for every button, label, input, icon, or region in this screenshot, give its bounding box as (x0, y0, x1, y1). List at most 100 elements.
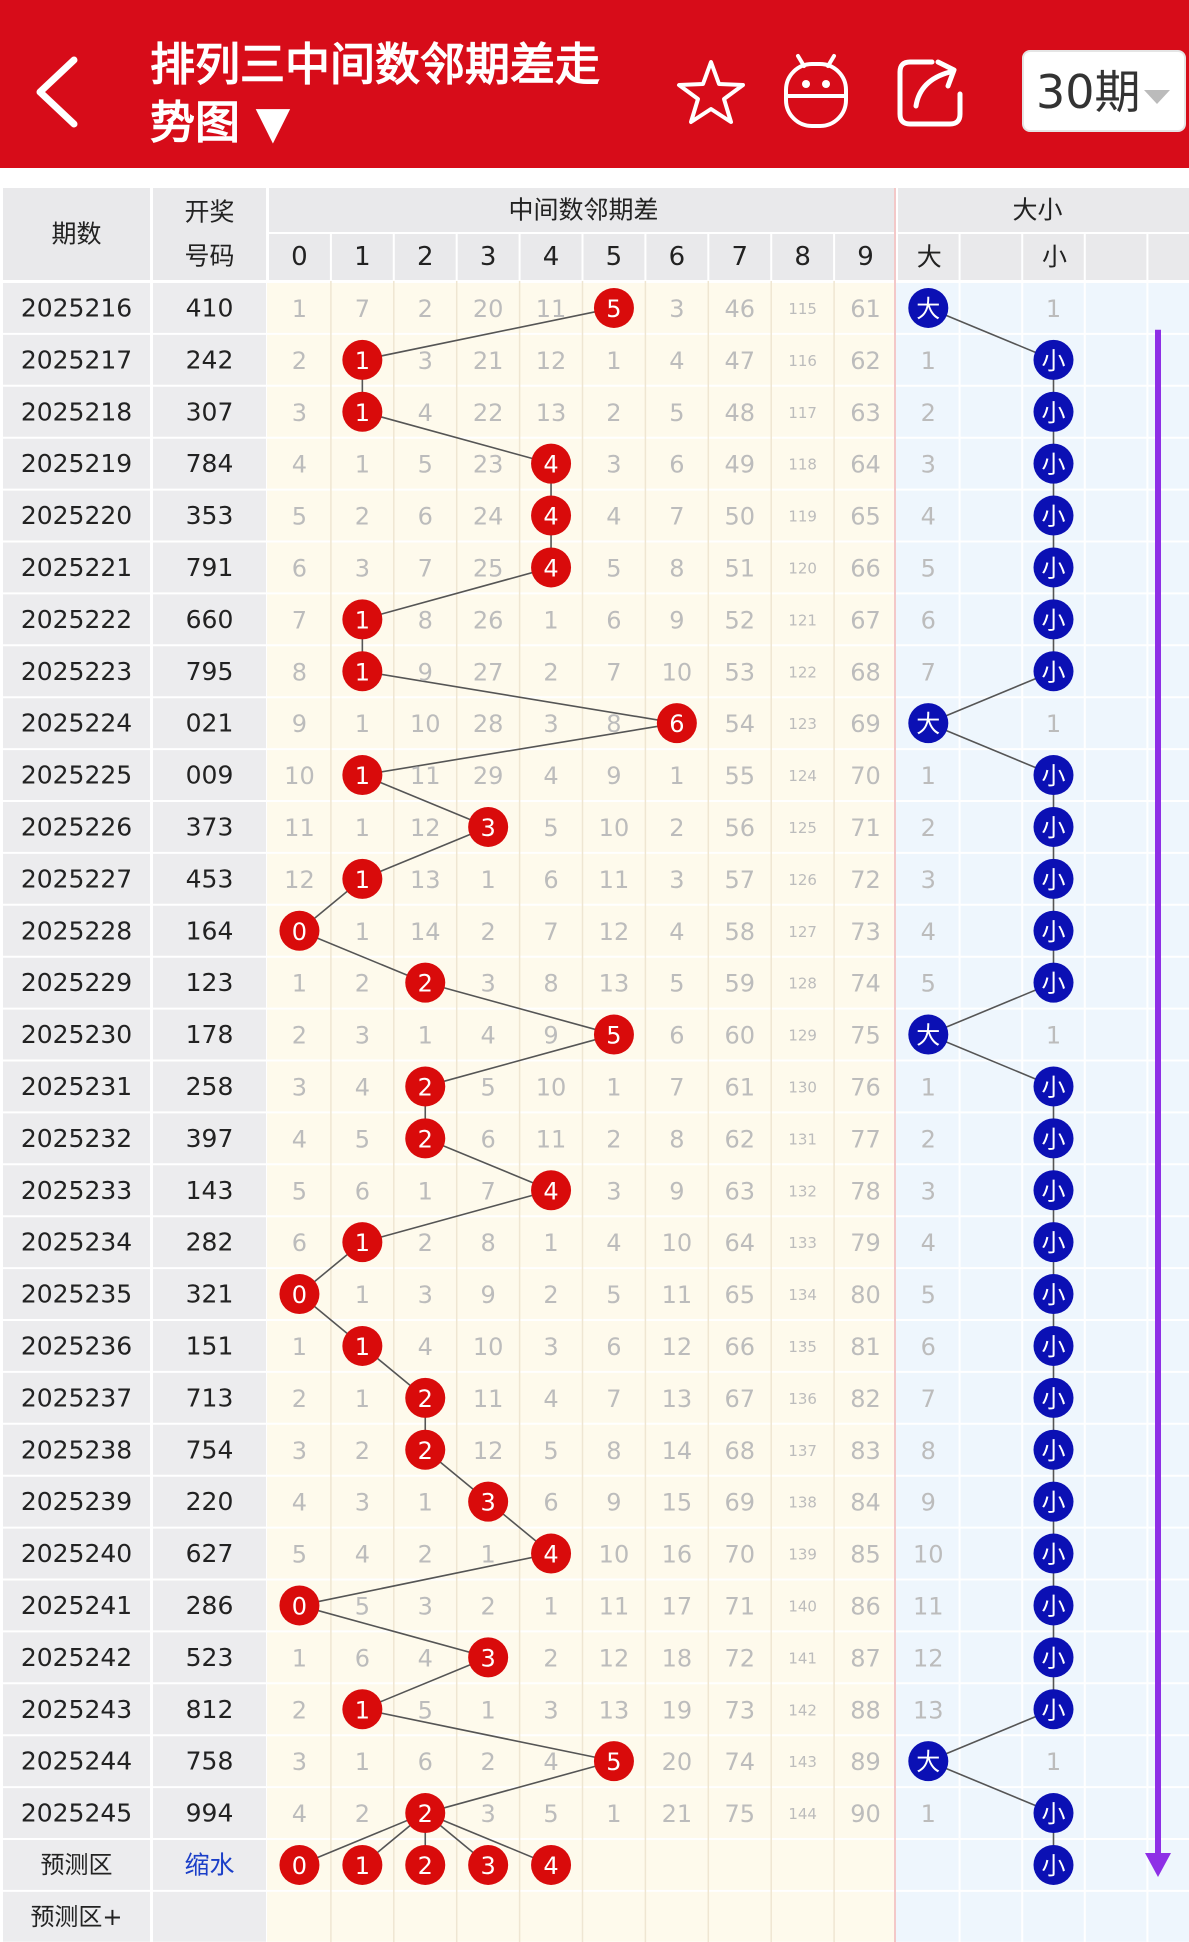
mid-trend-line (362, 307, 615, 361)
omission-value: 136 (788, 1390, 817, 1408)
header-digit-1: 1 (354, 242, 371, 272)
predict-ball-number[interactable]: 1 (355, 1852, 370, 1880)
omission-value: 1 (606, 1073, 621, 1101)
omission-value: 13 (599, 970, 630, 998)
predict-ball[interactable] (468, 1844, 509, 1885)
size-trend-line (927, 670, 1054, 724)
omission-value: 119 (788, 508, 817, 526)
omission-value: 1 (355, 1748, 370, 1776)
size-omission-value: 1 (1046, 1022, 1061, 1050)
omission-value: 5 (418, 451, 433, 479)
predict-ball-number[interactable]: 2 (418, 1852, 433, 1880)
hit-ball (279, 1585, 320, 1626)
omission-value: 75 (850, 1022, 881, 1050)
omission-value: 5 (606, 1281, 621, 1309)
draw-number-cell: 143 (186, 1176, 234, 1205)
omission-value: 10 (284, 762, 315, 790)
period-cell: 2025228 (21, 916, 132, 945)
hit-ball (531, 1533, 572, 1574)
robot-assistant-icon[interactable] (780, 52, 852, 132)
omission-value: 140 (788, 1597, 817, 1615)
omission-value: 89 (850, 1748, 881, 1776)
size-ball-label: 小 (1042, 1541, 1066, 1569)
predict-ball[interactable] (531, 1844, 572, 1885)
big-ball (908, 1014, 949, 1055)
shrink-link[interactable]: 缩水 (184, 1850, 234, 1879)
omission-value: 74 (850, 970, 881, 998)
hit-ball (405, 1377, 446, 1418)
omission-value: 67 (724, 1385, 755, 1413)
predict-ball-number[interactable]: 3 (481, 1852, 496, 1880)
small-ball (1033, 651, 1074, 692)
omission-value: 59 (724, 970, 755, 998)
size-omission-value: 6 (921, 606, 936, 634)
draw-number-cell: 812 (186, 1695, 234, 1724)
size-ball-label: 小 (1042, 1437, 1066, 1465)
omission-value: 1 (355, 710, 370, 738)
omission-value: 1 (481, 1696, 496, 1724)
size-trend-line (927, 981, 1054, 1036)
hit-ball (468, 1481, 509, 1522)
big-ball (908, 287, 949, 328)
omission-value: 46 (724, 295, 755, 323)
predict-ball-number[interactable]: 0 (292, 1852, 307, 1880)
omission-value: 118 (788, 456, 817, 474)
predict-plus-label[interactable]: 预测区+ (30, 1903, 122, 1931)
omission-value: 4 (543, 762, 558, 790)
mid-trend-line (362, 410, 552, 465)
omission-value: 1 (606, 1800, 621, 1828)
page-title[interactable]: 排列三中间数邻期差走势图 ▼ (150, 38, 601, 149)
omission-value: 7 (669, 1073, 684, 1101)
small-ball (1033, 1585, 1074, 1626)
share-icon[interactable] (892, 54, 968, 130)
omission-value: 75 (724, 1800, 755, 1828)
hit-ball (656, 703, 697, 744)
period-select[interactable]: 30期 (1022, 50, 1186, 132)
predict-ball-number[interactable]: 4 (543, 1852, 558, 1880)
omission-value: 61 (850, 295, 881, 323)
omission-value: 50 (724, 503, 755, 531)
omission-value: 10 (410, 710, 441, 738)
omission-value: 13 (410, 866, 441, 894)
small-ball (1033, 547, 1074, 588)
omission-value: 7 (543, 918, 558, 946)
omission-value: 11 (536, 1125, 567, 1153)
omission-value: 26 (473, 606, 504, 634)
period-cell: 2025231 (21, 1072, 132, 1101)
omission-value: 12 (284, 866, 315, 894)
size-omission-value: 1 (1046, 295, 1061, 323)
omission-value: 13 (662, 1385, 693, 1413)
small-ball (1033, 962, 1074, 1003)
favorite-star-icon[interactable] (676, 58, 746, 128)
predict-ball[interactable] (342, 1844, 383, 1885)
small-ball (1033, 1793, 1074, 1834)
mid-trend-line (362, 1189, 552, 1243)
omission-value: 8 (669, 554, 684, 582)
hit-ball-number: 1 (355, 399, 370, 427)
period-cell: 2025229 (21, 968, 132, 997)
small-ball (1033, 858, 1074, 899)
size-ball-label: 小 (1042, 347, 1066, 375)
back-arrow-icon[interactable] (28, 52, 88, 132)
omission-value: 6 (543, 866, 558, 894)
size-ball-label: 小 (1042, 918, 1066, 946)
hit-ball (342, 1689, 383, 1730)
predict-ball[interactable] (405, 1844, 446, 1885)
omission-value: 11 (662, 1281, 693, 1309)
omission-value: 2 (292, 1022, 307, 1050)
size-omission-value: 11 (913, 1592, 944, 1620)
predict-size-label[interactable]: 小 (1042, 1852, 1066, 1880)
omission-value: 121 (788, 611, 817, 629)
omission-value: 66 (850, 554, 881, 582)
trend-grid: 期数开奖号码中间数邻期差 大小0 1 2 3 4 5 6 7 8 9 大小2025216 410 1 7 2 2… (3, 188, 1189, 1942)
draw-number-cell: 795 (186, 657, 234, 686)
hit-ball-number: 1 (355, 762, 370, 790)
predict-size-ball[interactable] (1033, 1844, 1074, 1885)
omission-value: 62 (724, 1125, 755, 1153)
size-omission-value: 8 (921, 1437, 936, 1465)
mid-trend-line (425, 981, 615, 1036)
omission-value: 6 (418, 1748, 433, 1776)
predict-ball[interactable] (279, 1844, 320, 1885)
draw-number-cell: 410 (186, 293, 234, 322)
omission-value: 12 (599, 1644, 630, 1672)
